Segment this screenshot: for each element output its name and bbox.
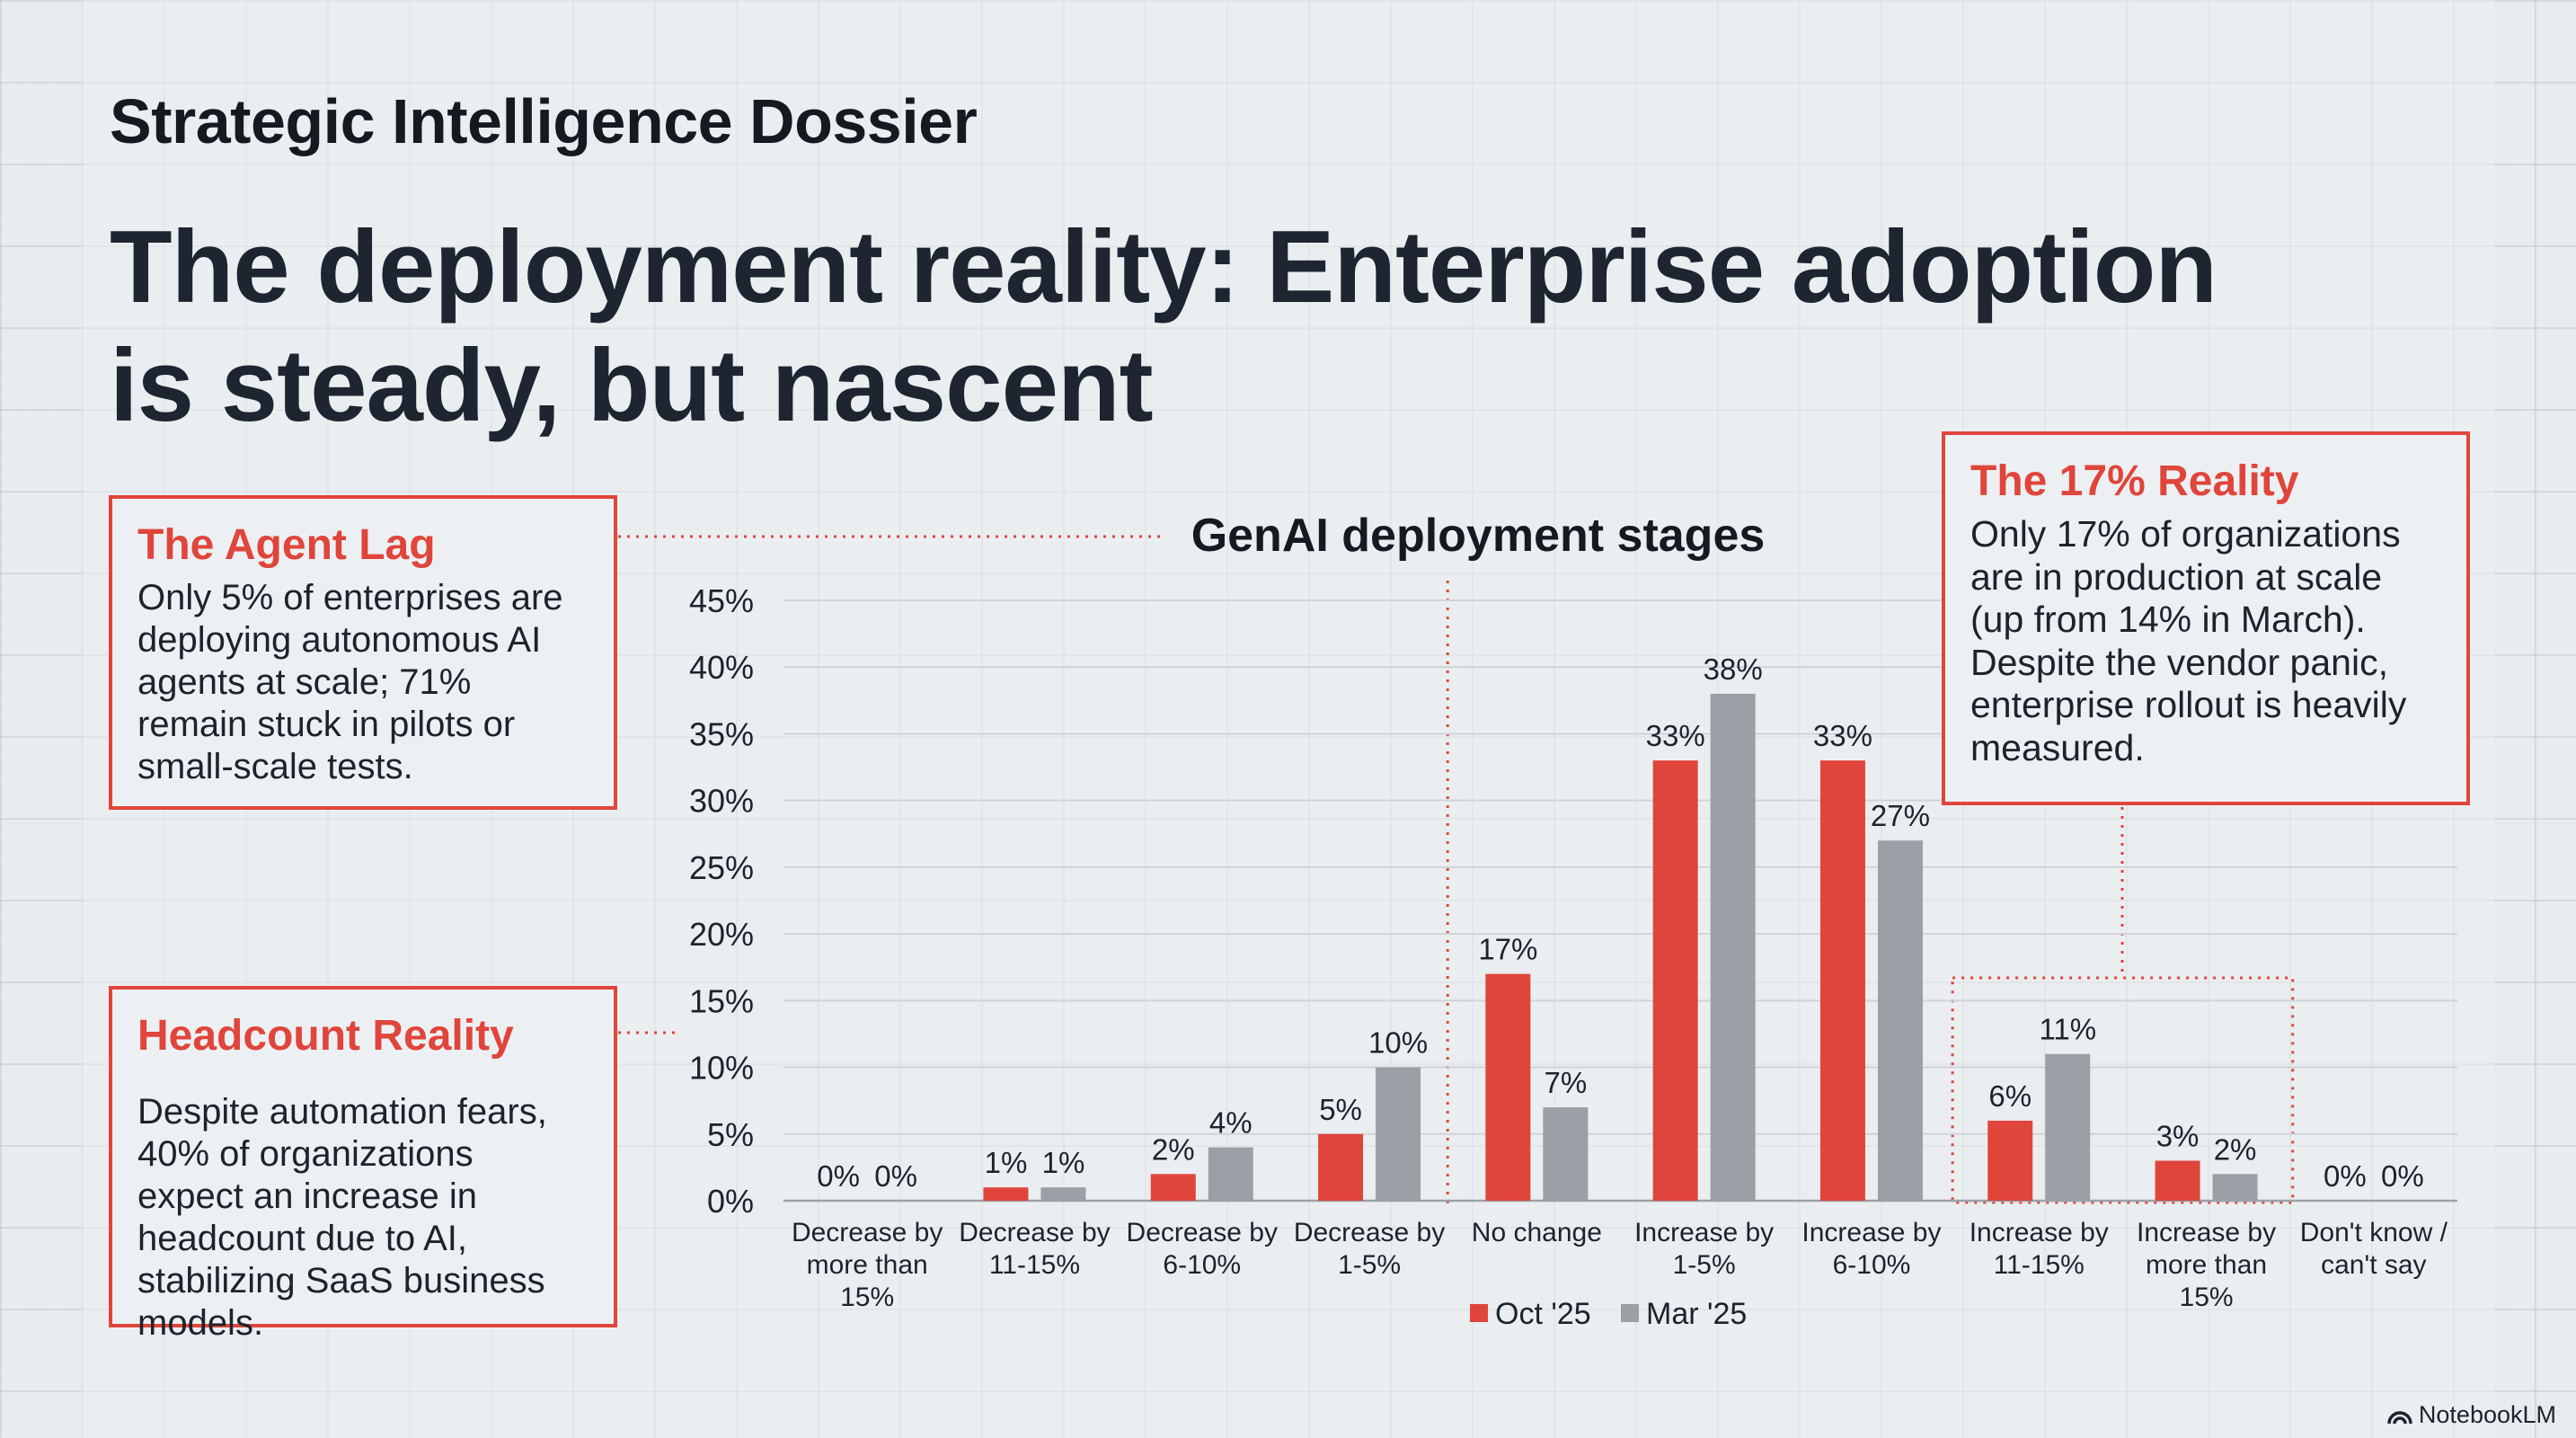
bar [1652, 760, 1698, 1201]
callout-connectors [618, 535, 2295, 1204]
chart-title: GenAI deployment stages [1191, 510, 1766, 562]
bar-value-label: 0% [2324, 1159, 2367, 1193]
agent-lag-title: The Agent Lag [137, 521, 436, 569]
x-axis-tick-labels: Decrease by more than 15% Decrease by 11-15%… [792, 1218, 2448, 1312]
y-tick-label: 25% [689, 849, 754, 886]
bar [983, 1187, 1029, 1201]
brand-label: NotebookLM [2418, 1401, 2556, 1428]
legend-label: Oct '25 [1495, 1297, 1591, 1331]
bar [1543, 1107, 1589, 1201]
y-tick-label: 45% [689, 582, 754, 619]
headcount-callout: Headcount Reality Despite automation fea… [109, 986, 617, 1343]
bar-value-label: 1% [1042, 1146, 1085, 1179]
bar-value-label: 4% [1209, 1106, 1253, 1140]
bar [1819, 760, 1865, 1201]
reality-17-body: Only 17% of organizations are in product… [1970, 513, 2407, 768]
bar-value-label: 5% [1319, 1093, 1362, 1126]
dossier-eyebrow: Strategic Intelligence Dossier [110, 86, 978, 156]
highlight-box [1951, 976, 2295, 1204]
bar-value-label: 2% [2214, 1132, 2257, 1166]
y-tick-label: 30% [689, 783, 754, 820]
bar [2212, 1174, 2258, 1201]
y-tick-label: 20% [689, 916, 754, 953]
notebooklm-logo-icon [2387, 1410, 2412, 1424]
bar [1150, 1174, 1196, 1201]
agent-lag-callout: The Agent Lag Only 5% of enterprises are… [109, 495, 617, 810]
x-tick-label: Decrease by 6-10% [1127, 1218, 1278, 1280]
y-tick-label: 35% [689, 715, 754, 752]
x-tick-label: Increase by 11-15% [1970, 1218, 2109, 1280]
bar [1877, 840, 1923, 1201]
y-tick-label: 15% [689, 982, 754, 1019]
bar [1710, 693, 1756, 1201]
bar [1318, 1133, 1364, 1201]
x-tick-label: Decrease by more than 15% [792, 1218, 943, 1312]
x-tick-label: No change [1472, 1218, 1602, 1247]
agent-lag-body: Only 5% of enterprises are deploying aut… [137, 578, 563, 786]
bar-value-label: 0% [874, 1159, 917, 1193]
legend-swatch [1621, 1304, 1639, 1322]
bar-value-label: 27% [1871, 799, 1930, 832]
bar-value-label: 11% [2039, 1013, 2096, 1046]
headcount-title: Headcount Reality [137, 1012, 514, 1060]
reality-17-callout: The 17% Reality Only 17% of organization… [1942, 431, 2470, 805]
bar [2045, 1053, 2091, 1201]
bar-value-label: 0% [2381, 1159, 2424, 1193]
y-tick-label: 0% [707, 1183, 754, 1220]
bar-value-label: 10% [1368, 1026, 1428, 1060]
bar [1987, 1120, 2033, 1201]
bar [1040, 1187, 1086, 1201]
x-tick-label: Increase by 6-10% [1801, 1218, 1941, 1280]
bar-value-label: 17% [1478, 933, 1537, 966]
y-axis-tick-labels: 0% 5% 10% 15% 20% 25% 30% 35% 40% 45% [689, 582, 754, 1220]
chart-legend: Oct '25 Mar '25 [1470, 1297, 1747, 1331]
x-tick-label: Increase by 1-5% [1634, 1218, 1774, 1280]
bar-value-labels: 0% 0% 1% 1% 2% 4% 5%10% 17% 7% 33% 38% 33% 27% 6%11% 3… [817, 652, 2423, 1193]
x-tick-label: Decrease by 11-15% [959, 1218, 1110, 1280]
bar-value-label: 6% [1988, 1079, 2032, 1113]
headcount-body: Despite automation fears, 40% of organiz… [137, 1092, 547, 1343]
bar-value-label: 3% [2156, 1119, 2200, 1152]
legend-label: Mar '25 [1646, 1297, 1747, 1331]
x-tick-label: Decrease by 1-5% [1294, 1218, 1445, 1280]
x-tick-label: Don't know / can't say [2300, 1218, 2448, 1280]
bar [1376, 1067, 1421, 1201]
y-tick-label: 10% [689, 1050, 754, 1087]
bar-value-label: 38% [1704, 652, 1763, 686]
legend-swatch [1470, 1304, 1488, 1322]
bar [2155, 1160, 2200, 1201]
bar-value-label: 33% [1813, 719, 1872, 752]
bar [1208, 1147, 1253, 1201]
bar-value-label: 1% [985, 1146, 1028, 1179]
brand-mark: NotebookLM [2386, 1401, 2556, 1429]
bar [1485, 973, 1531, 1201]
chart-bars [983, 693, 2258, 1201]
reality-17-title: The 17% Reality [1970, 457, 2299, 505]
y-tick-label: 5% [707, 1116, 754, 1153]
bar-value-label: 2% [1152, 1132, 1195, 1166]
page-title: The deployment reality: Enterprise adopt… [110, 210, 2217, 443]
bar-value-label: 0% [817, 1159, 860, 1193]
x-tick-label: Increase by more than 15% [2137, 1218, 2276, 1312]
bar-value-label: 7% [1544, 1066, 1587, 1099]
y-tick-label: 40% [689, 649, 754, 686]
bar-value-label: 33% [1646, 719, 1705, 752]
